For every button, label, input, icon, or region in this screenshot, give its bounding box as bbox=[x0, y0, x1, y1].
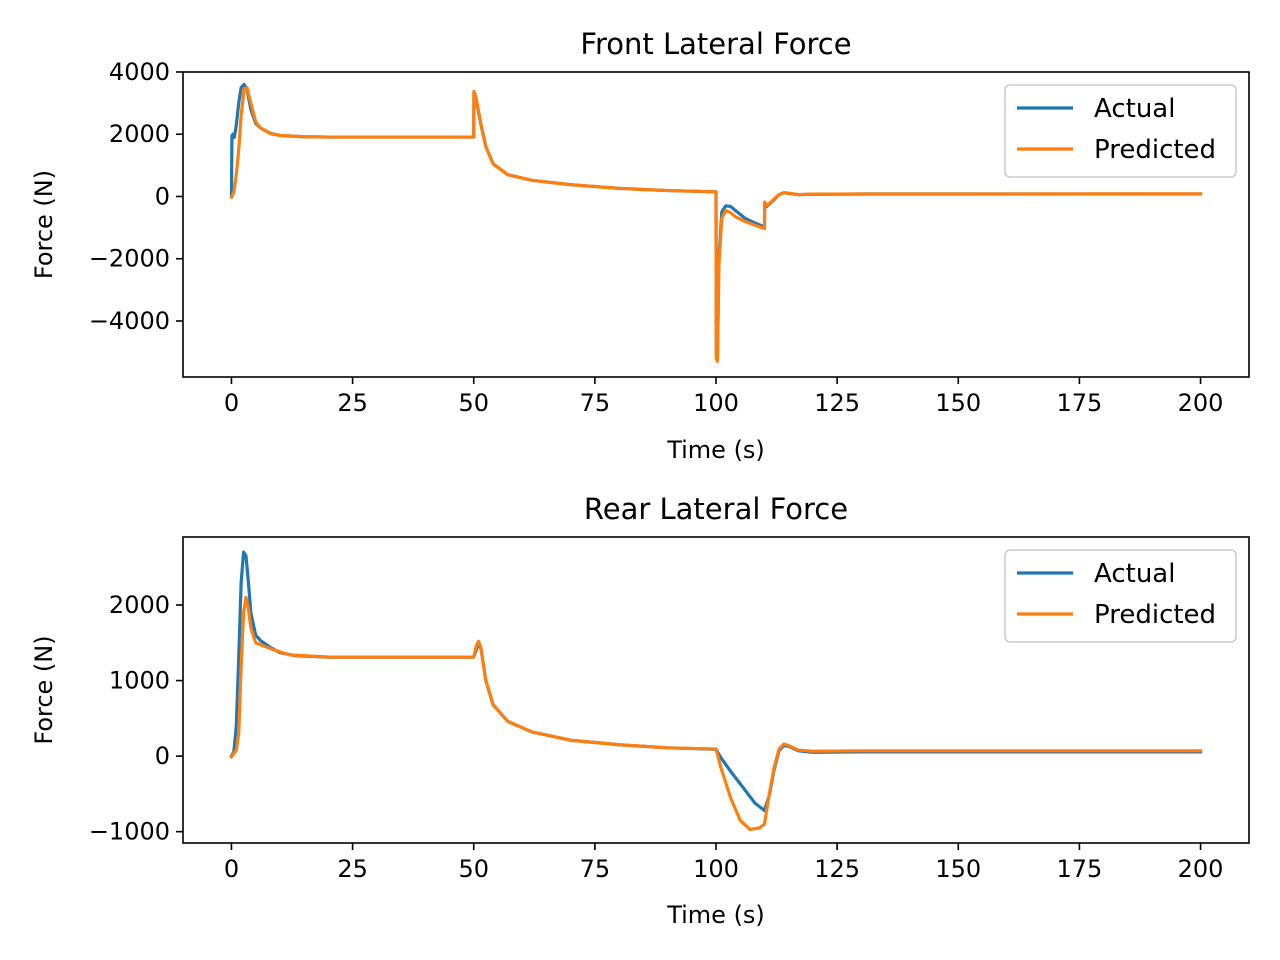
x-tick-label: 175 bbox=[1057, 855, 1103, 883]
x-tick-label: 0 bbox=[224, 855, 239, 883]
y-tick-label: 0 bbox=[155, 182, 170, 210]
x-tick-label: 125 bbox=[814, 389, 860, 417]
x-tick-label: 100 bbox=[693, 389, 739, 417]
x-tick-label: 150 bbox=[935, 855, 981, 883]
chart-panel-2: 0 25 50 75 100 125 150 175 200 2000 1000 0 −1000 Rear… bbox=[30, 492, 1250, 929]
y-tick-label: 2000 bbox=[109, 591, 170, 619]
legend: Actual Predicted bbox=[1004, 84, 1237, 178]
x-axis-label: Time (s) bbox=[666, 436, 765, 464]
y-axis-label: Force (N) bbox=[30, 170, 58, 279]
x-tick-label: 50 bbox=[458, 389, 489, 417]
x-tick-label: 100 bbox=[693, 855, 739, 883]
series-line-predicted bbox=[229, 85, 1203, 364]
x-tick-label: 25 bbox=[337, 855, 368, 883]
chart-title: Rear Lateral Force bbox=[584, 492, 848, 526]
x-tick-label: 175 bbox=[1057, 389, 1103, 417]
x-tick-label: 25 bbox=[337, 389, 368, 417]
y-tick-label: 0 bbox=[155, 742, 170, 770]
x-tick-label: 125 bbox=[814, 855, 860, 883]
y-tick-label: −1000 bbox=[89, 818, 170, 846]
x-tick-label: 0 bbox=[224, 389, 239, 417]
legend-label: Actual bbox=[1094, 559, 1175, 589]
y-tick-label: 2000 bbox=[109, 120, 170, 148]
chart-panel-1: 0 25 50 75 100 125 150 175 200 4000 2000 0 −2000 −400… bbox=[30, 27, 1250, 464]
y-tick-label: 1000 bbox=[109, 667, 170, 695]
x-tick-label: 200 bbox=[1178, 855, 1224, 883]
y-tick-label: 4000 bbox=[109, 58, 170, 86]
x-tick-label: 50 bbox=[458, 855, 489, 883]
y-tick-label: −2000 bbox=[89, 245, 170, 273]
legend: Actual Predicted bbox=[1004, 549, 1237, 643]
y-tick-label: −4000 bbox=[89, 307, 170, 335]
x-axis-label: Time (s) bbox=[666, 901, 765, 929]
x-tick-label: 75 bbox=[580, 389, 611, 417]
series-line-predicted bbox=[229, 595, 1203, 831]
legend-label: Predicted bbox=[1094, 135, 1216, 165]
x-tick-label: 200 bbox=[1178, 389, 1224, 417]
x-tick-label: 75 bbox=[580, 855, 611, 883]
legend-label: Predicted bbox=[1094, 600, 1216, 630]
legend-label: Actual bbox=[1094, 94, 1175, 124]
y-axis-label: Force (N) bbox=[30, 635, 58, 744]
chart-title: Front Lateral Force bbox=[580, 27, 851, 61]
x-tick-label: 150 bbox=[935, 389, 981, 417]
